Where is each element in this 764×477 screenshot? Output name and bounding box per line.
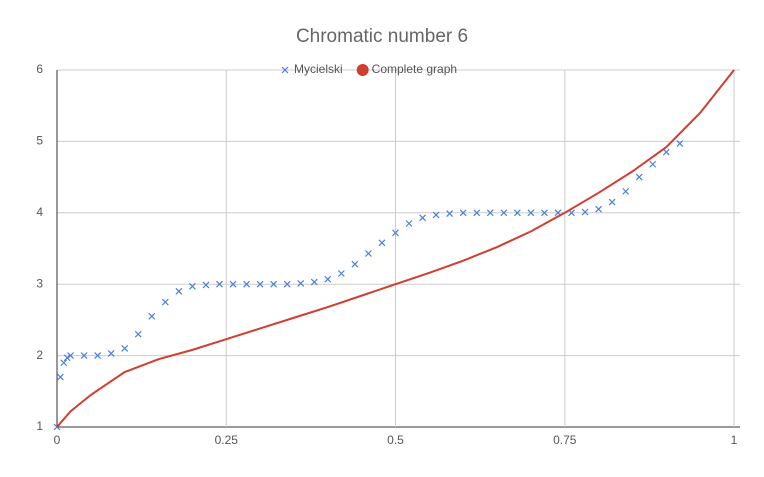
point: [256, 280, 264, 288]
point: [608, 198, 616, 206]
legend-label: Mycielski: [294, 62, 343, 76]
legend-swatch: [281, 66, 289, 74]
point: [216, 280, 223, 288]
point: [676, 140, 684, 147]
y-tick-label: 3: [36, 276, 43, 290]
point: [364, 250, 372, 257]
point: [513, 209, 521, 217]
x-tick-label: 0.75: [553, 433, 577, 447]
legend-swatch: [356, 64, 369, 76]
point: [446, 210, 454, 217]
y-tick-label: 4: [36, 205, 43, 219]
point: [297, 280, 305, 287]
point: [527, 209, 535, 217]
point: [229, 280, 237, 288]
point: [63, 354, 71, 362]
point: [270, 280, 278, 288]
x-tick-label: 0.5: [387, 433, 404, 447]
point: [500, 209, 508, 217]
point: [202, 281, 210, 289]
point: [134, 330, 142, 338]
point: [56, 373, 64, 381]
x-tick-label: 0.25: [215, 433, 239, 447]
point: [635, 173, 643, 181]
point: [161, 298, 169, 306]
point: [283, 280, 291, 288]
point: [351, 260, 359, 268]
point: [459, 209, 467, 217]
point: [581, 208, 589, 216]
point: [243, 280, 250, 288]
legend-label: Complete graph: [372, 62, 457, 76]
point: [649, 160, 657, 168]
point: [67, 352, 74, 360]
point: [541, 209, 548, 217]
y-tick-label: 2: [36, 348, 43, 362]
y-tick-label: 6: [36, 62, 43, 76]
point: [486, 209, 494, 217]
point: [80, 352, 88, 360]
y-tick-label: 1: [36, 419, 43, 433]
point: [622, 187, 630, 195]
point: [148, 312, 156, 320]
point: [94, 352, 102, 360]
point: [337, 270, 345, 277]
point: [473, 209, 481, 217]
point: [188, 282, 196, 290]
point: [405, 220, 413, 227]
point: [107, 350, 115, 357]
point: [595, 205, 603, 213]
point: [378, 239, 386, 247]
x-tick-label: 0: [54, 433, 61, 447]
point: [121, 345, 129, 352]
chart-title: Chromatic number 6: [296, 26, 468, 47]
point: [60, 359, 68, 367]
y-tick-label: 5: [36, 134, 43, 148]
point: [392, 229, 399, 237]
series-line: [56, 69, 735, 428]
point: [310, 278, 318, 286]
x-tick-label: 1: [731, 433, 738, 447]
point: [432, 211, 440, 219]
point: [419, 214, 427, 222]
point: [662, 148, 670, 156]
point: [324, 275, 332, 283]
point: [175, 287, 183, 295]
